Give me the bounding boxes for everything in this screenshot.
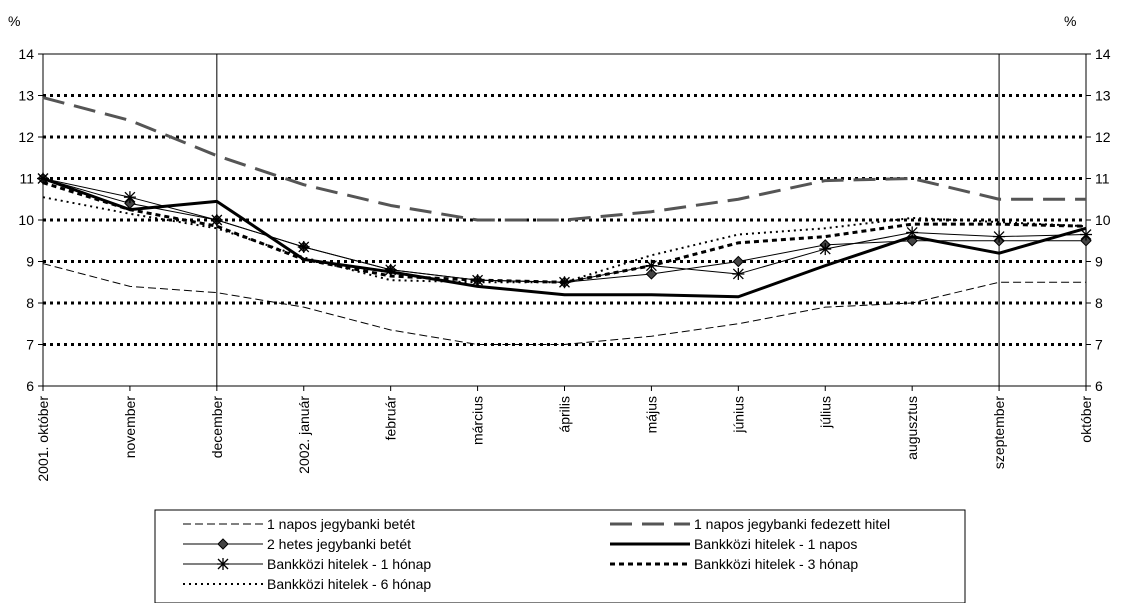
y-tick-label-right: 6 [1095,378,1103,394]
legend-label: 1 napos jegybanki fedezett hitel [694,516,890,532]
left-unit-label: % [8,13,20,29]
gridlines [43,53,1086,386]
y-tick-label-right: 10 [1095,212,1111,228]
marker-stroke [37,173,49,184]
legend-label: Bankközi hitelek - 1 hónap [267,556,431,572]
data-point [732,267,745,280]
marker-stroke [472,274,484,286]
marker-stroke [298,241,310,253]
legend-item: 1 napos jegybanki fedezett hitel [610,516,890,532]
legend-label: 2 hetes jegybanki betét [267,536,411,552]
y-tick-label-left: 12 [18,129,34,145]
legend-item: 1 napos jegybanki betét [183,516,415,532]
series-group [42,263,1086,345]
y-tick-label-left: 8 [26,295,34,311]
y-tick-label-right: 7 [1095,337,1103,353]
x-tick-label: november [122,396,138,459]
marker-stroke [993,231,1005,243]
y-tick-label-right: 12 [1095,129,1111,145]
series-line [42,263,1086,345]
x-tick-label: szeptember [991,396,1007,469]
data-point [297,240,310,253]
marker-stroke [906,226,918,238]
x-tick-label: június [730,396,746,434]
data-point [732,255,745,268]
marker-stroke [217,558,229,570]
series-group [42,181,1087,284]
data-series [37,96,1092,345]
x-tick-label: december [209,396,225,459]
data-point [993,230,1006,243]
series-line [42,178,1087,283]
marker-stroke [1080,229,1092,240]
legend-label: Bankközi hitelek - 6 hónap [267,576,431,592]
x-tick-label: május [643,396,659,433]
series-line [42,181,1087,284]
y-tick-label-right: 11 [1095,171,1110,187]
legend-box [154,509,966,603]
y-tick-label-left: 9 [26,254,34,270]
y-tick-label-left: 13 [18,88,34,104]
right-unit-label: % [1064,13,1076,29]
x-tick-label: 2002. január [296,396,312,474]
data-point [645,268,658,280]
legend-item: Bankközi hitelek - 3 hónap [610,556,858,572]
y-tick-label-left: 7 [26,337,34,353]
legend: 1 napos jegybanki betét 1 napos jegybanki… [154,509,966,603]
marker-stroke [124,191,136,203]
legend-marker [217,558,229,570]
data-point [906,226,919,239]
legend-label: Bankközi hitelek - 3 hónap [694,556,858,572]
y-tick-label-right: 13 [1095,88,1111,104]
marker-stroke [211,214,223,226]
series-group [37,172,1092,288]
x-tick-label: július [817,396,833,429]
legend-item: Bankközi hitelek - 6 hónap [183,576,431,592]
marker-stroke [819,243,831,255]
data-point [384,263,397,276]
legend-label: 1 napos jegybanki betét [267,516,415,532]
data-point [123,191,136,204]
legend-label: Bankközi hitelek - 1 napos [694,536,857,552]
y-tick-label-left: 11 [19,171,34,187]
x-tick-label: augusztus [904,396,920,460]
x-tick-label: február [383,396,399,441]
data-point [1080,235,1092,247]
legend-item: Bankközi hitelek - 1 napos [610,536,857,552]
x-tick-label: 2001. október [35,396,51,482]
y-tick-label-left: 14 [18,46,34,62]
x-tick-label: április [557,396,573,433]
series-group [37,172,1092,289]
legend-item: 2 hetes jegybanki betét [183,536,411,552]
legend-item: Bankközi hitelek - 1 hónap [183,556,431,572]
marker-stroke [732,268,744,280]
y-tick-label-left: 10 [18,212,34,228]
data-point [1080,228,1092,241]
y-tick-label-left: 6 [26,378,34,394]
y-tick-label-right: 14 [1095,46,1111,62]
data-point [37,172,49,185]
legend-marker [217,538,229,550]
axes: 6 6 7 7 8 8 9 9 10 10 11 11 12 12 13 13 14 14 2001. októbe… [18,46,1110,482]
series-line [42,178,1086,283]
y-tick-label-right: 9 [1095,254,1103,270]
marker-stroke [385,264,397,276]
y-tick-label-right: 8 [1095,295,1103,311]
x-tick-label: március [470,396,486,445]
data-point [819,243,832,256]
data-point [210,214,223,226]
x-tick-label: október [1078,396,1094,443]
